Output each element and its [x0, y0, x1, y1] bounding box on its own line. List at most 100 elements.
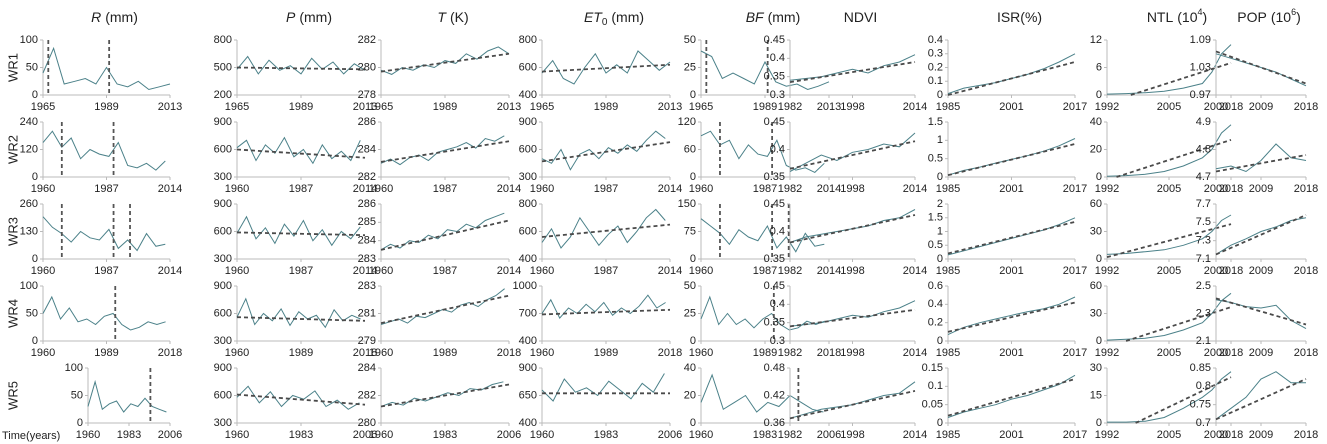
y-tick-label: 300	[214, 417, 232, 429]
series-line	[1215, 143, 1307, 173]
trend-line	[789, 61, 916, 84]
x-tick-label: 2005	[1157, 183, 1181, 195]
x-tick-label: 1998	[840, 347, 864, 359]
x-tick-label: 2006	[353, 429, 377, 441]
x-tick-label: 2014	[158, 183, 182, 195]
x-tick-label: 2005	[1157, 429, 1181, 441]
y-tick-label: 0.85	[1190, 362, 1211, 374]
x-tick-label: 1960	[31, 265, 55, 277]
x-tick-label: 2018	[158, 347, 182, 359]
trend-line	[947, 378, 1076, 417]
x-tick-label: 1992	[1095, 429, 1119, 441]
y-tick-label: 700	[519, 307, 537, 319]
row-label: WR4	[5, 299, 20, 328]
x-tick-label: 1985	[936, 183, 960, 195]
y-tick-label: 282	[358, 389, 376, 401]
y-tick-label: 1.5	[928, 212, 943, 224]
x-tick-label: 2013	[658, 101, 682, 113]
y-tick-label: 0	[77, 417, 83, 429]
row-label: WR5	[5, 381, 20, 410]
y-tick-label: 260	[20, 198, 38, 210]
series-line	[42, 46, 171, 91]
y-tick-label: 1.03	[1190, 61, 1211, 73]
y-tick-label: 279	[358, 335, 376, 347]
y-tick-label: 286	[358, 198, 376, 210]
x-tick-label: 1992	[1095, 265, 1119, 277]
y-tick-label: 0.4	[770, 143, 785, 155]
x-tick-label: 2000	[1204, 183, 1228, 195]
y-tick-label: 600	[214, 225, 232, 237]
y-tick-label: 40	[1090, 116, 1102, 128]
x-tick-label: 1998	[840, 101, 864, 113]
x-tick-label: 2005	[1157, 101, 1181, 113]
y-tick-label: 0.35	[764, 253, 785, 265]
x-tick-label: 1989	[753, 101, 777, 113]
x-tick-label: 1960	[225, 265, 249, 277]
series-line	[541, 294, 666, 319]
trend-line	[236, 316, 366, 322]
header-unit: )	[1296, 9, 1301, 25]
x-tick-label: 1989	[594, 347, 618, 359]
x-tick-label: 2009	[1249, 265, 1273, 277]
y-tick-label: 0	[1096, 253, 1102, 265]
header-unit: (10	[1177, 9, 1197, 25]
y-tick-label: 650	[519, 389, 537, 401]
x-tick-label: 1960	[369, 183, 393, 195]
x-tick-label: 2018	[1294, 429, 1318, 441]
y-tick-label: 7.3	[1196, 235, 1211, 247]
series-line	[380, 381, 504, 407]
y-tick-label: 282	[358, 34, 376, 46]
y-tick-label: 0	[32, 335, 38, 347]
x-tick-label: 2009	[1249, 347, 1273, 359]
y-tick-label: 0	[690, 89, 696, 101]
x-tick-label: 2001	[999, 265, 1023, 277]
x-tick-label: 2017	[1063, 101, 1087, 113]
x-tick-label: 2014	[353, 265, 377, 277]
trend-line	[1106, 223, 1232, 259]
y-tick-label: 6	[1096, 61, 1102, 73]
series-line	[236, 55, 366, 75]
x-tick-label: 1998	[840, 183, 864, 195]
x-tick-label: 1985	[936, 101, 960, 113]
x-tick-label: 2000	[1204, 101, 1228, 113]
trend-line	[789, 140, 916, 170]
header-unit: (mm)	[299, 9, 332, 25]
x-tick-label: 1982	[778, 265, 802, 277]
x-tick-label: 2014	[903, 429, 927, 441]
y-tick-label: 1.09	[1190, 34, 1211, 46]
x-tick-label: 2006	[158, 429, 182, 441]
series-line	[236, 385, 360, 410]
y-tick-label: 0.75	[1190, 399, 1211, 411]
y-tick-label: 0	[32, 171, 38, 183]
y-tick-label: 600	[519, 225, 537, 237]
y-tick-label: 20	[684, 389, 696, 401]
y-tick-label: 0	[1096, 89, 1102, 101]
y-tick-label: 800	[519, 198, 537, 210]
column-header: ISR(%)	[997, 9, 1042, 25]
x-tick-label: 1982	[778, 183, 802, 195]
x-tick-label: 1992	[1095, 101, 1119, 113]
x-tick-label: 1987	[94, 183, 118, 195]
x-tick-label: 1960	[530, 347, 554, 359]
y-tick-label: 4.8	[1196, 143, 1211, 155]
x-tick-label: 1985	[936, 347, 960, 359]
y-tick-label: 0	[32, 89, 38, 101]
x-tick-label: 1987	[594, 265, 618, 277]
x-tick-label: 2018	[658, 347, 682, 359]
series-line	[700, 295, 825, 331]
trend-line	[380, 294, 510, 325]
trend-line	[380, 219, 510, 251]
series-line	[700, 130, 825, 174]
x-tick-label: 1960	[689, 265, 713, 277]
y-tick-label: 600	[214, 307, 232, 319]
trend-line	[236, 393, 366, 406]
series-line	[700, 218, 825, 253]
x-tick-label: 1960	[530, 183, 554, 195]
trend-line	[541, 308, 671, 316]
y-tick-label: 0.7	[1196, 417, 1211, 429]
y-tick-label: 0	[690, 335, 696, 347]
y-tick-label: 284	[358, 362, 376, 374]
trend-line	[947, 301, 1076, 333]
y-tick-label: 1.5	[928, 116, 943, 128]
